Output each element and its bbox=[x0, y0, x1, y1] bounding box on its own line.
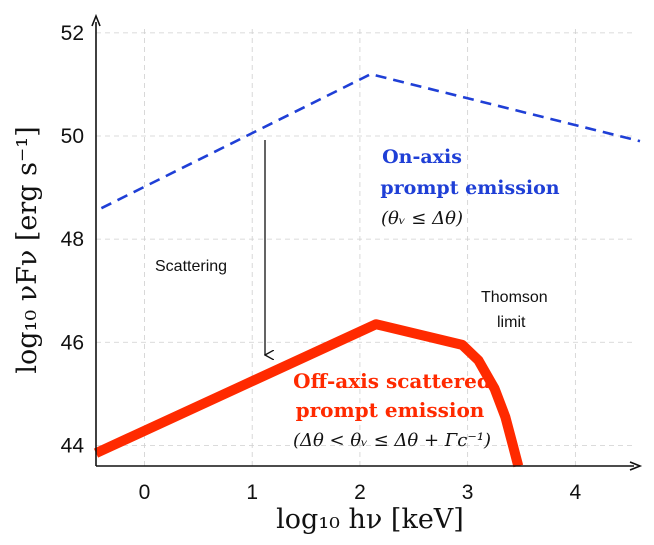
offaxis-label-line1: Off-axis scattered bbox=[293, 369, 491, 393]
axes bbox=[91, 13, 643, 471]
thomson-label-line1: Thomson bbox=[481, 289, 548, 306]
y-axis-arrowhead bbox=[91, 13, 101, 27]
off-axis-spectrum-line bbox=[93, 319, 524, 468]
grid bbox=[96, 28, 632, 466]
scattering-label: Scattering bbox=[155, 258, 227, 275]
x-tick-label: 3 bbox=[462, 481, 474, 504]
x-axis-arrowhead bbox=[629, 461, 643, 471]
x-tick-label: 2 bbox=[354, 481, 366, 504]
onaxis-label-line1: On-axis bbox=[382, 146, 462, 168]
y-axis-label: log₁₀ νFν [erg s⁻¹] bbox=[12, 126, 43, 373]
y-tick-label: 52 bbox=[61, 22, 84, 45]
y-tick-label: 46 bbox=[61, 331, 84, 354]
on-axis-spectrum-line bbox=[100, 72, 641, 210]
offaxis-condition: (Δθ < θᵥ ≤ Δθ + Γc⁻¹) bbox=[293, 430, 491, 451]
y-tick-label: 50 bbox=[61, 125, 84, 148]
x-tick-label: 0 bbox=[139, 481, 151, 504]
onaxis-condition: (θᵥ ≤ Δθ) bbox=[381, 208, 463, 229]
offaxis-label-line2: prompt emission bbox=[296, 398, 485, 422]
thomson-label-line2: limit bbox=[497, 314, 526, 331]
onaxis-label-line2: prompt emission bbox=[380, 177, 559, 199]
x-tick-label: 4 bbox=[570, 481, 582, 504]
x-axis-label: log₁₀ hν [keV] bbox=[276, 504, 464, 535]
y-tick-label: 48 bbox=[61, 228, 84, 251]
curves bbox=[93, 72, 641, 468]
y-tick-label: 44 bbox=[61, 434, 85, 457]
x-tick-label: 1 bbox=[246, 481, 258, 504]
